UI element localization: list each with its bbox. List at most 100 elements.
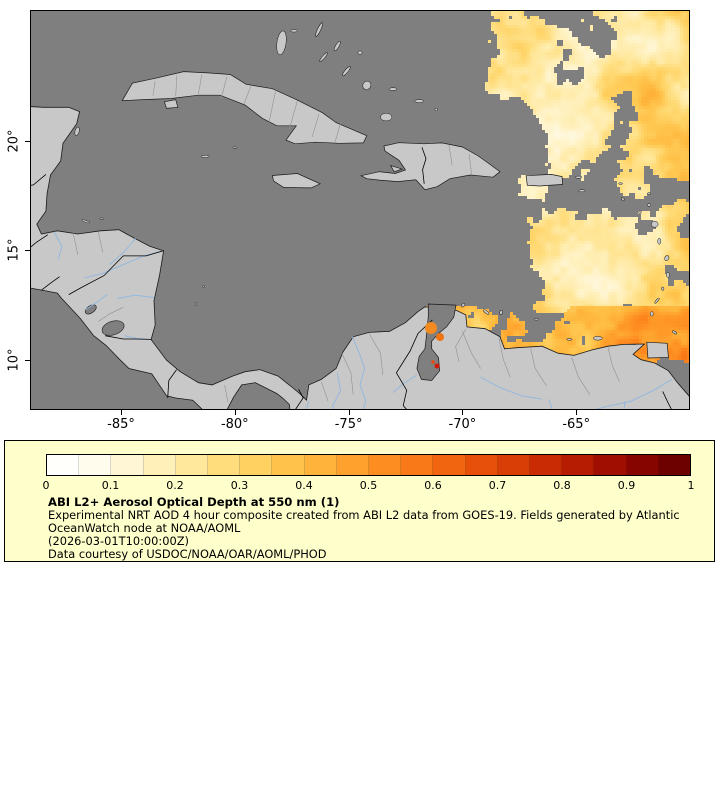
river [591,379,673,410]
colorbar-segment [336,455,370,475]
river [84,250,163,279]
islet [380,113,393,122]
map-plot-area [30,10,690,410]
admin-boundary [468,154,472,174]
islet [654,297,660,304]
islet [646,203,652,207]
admin-boundary [243,86,252,105]
country-border [294,389,304,410]
longitude-tick-label: -75° [334,417,363,432]
longitude-tick [348,410,350,415]
island [389,165,404,173]
colorbar-tick-label: 0 [42,479,50,492]
colorbar-segment [658,455,691,475]
product-description-line2: OceanWatch node at NOAA/AOML [48,520,241,535]
river [548,398,553,410]
islet [483,309,490,315]
islet [276,30,287,55]
colorbar-tick-label: 0.2 [166,479,184,492]
longitude-tick [462,410,464,415]
legend-box: ABI L2+ Aerosol Optical Depth at 550 nm … [4,440,715,562]
islet [388,87,398,91]
country-border [105,335,152,340]
admin-boundary [455,328,467,362]
islet [194,302,198,306]
islet [81,219,90,224]
land-layer [30,22,690,410]
colorbar-tick-label: 0.9 [617,479,636,492]
aod-hotspot [425,322,437,334]
colorbar-segment [208,455,241,475]
colorbar-segment [401,455,434,475]
latitude-tick-label: 20° [6,129,22,153]
islet [647,192,651,195]
colorbar-segment [433,455,466,475]
islet [362,80,372,90]
colorbar-tick-label: 0.8 [553,479,571,492]
islet [621,197,625,201]
islet [202,285,205,288]
islet [533,318,539,321]
islet [650,311,654,317]
islet [232,146,238,149]
islet [315,22,323,37]
colorbar-segment [562,455,595,475]
colorbar-tick-label: 0.4 [295,479,313,492]
islet [342,66,351,77]
lake [84,304,97,315]
admin-boundary [607,347,620,382]
island [121,71,368,145]
colorbar-segment [530,455,563,475]
mainland [30,106,690,410]
longitude-tick-label: -80° [220,417,249,432]
latitude-tick [25,141,30,143]
admin-boundary [220,76,228,99]
admin-boundary [571,357,591,395]
colorbar-tick-label: 0.5 [359,479,378,492]
colorbar-tick-label: 0.7 [488,479,507,492]
admin-boundary [368,333,384,376]
river [109,238,137,265]
colorbar-segment [175,455,209,475]
river [305,401,310,410]
colorbar-segment [111,455,144,475]
longitude-tick-label: -65° [562,417,591,432]
longitude-tick [234,410,236,415]
aod-colorbar [46,454,691,476]
river [623,401,626,410]
aod-hotspot [434,363,440,369]
admin-boundary [224,384,229,403]
country-border [421,147,427,184]
aod-hotspot [436,333,444,341]
longitude-tick [576,410,578,415]
country-border [30,174,47,186]
latitude-tick-label: 15° [6,238,22,262]
longitude-tick [121,410,123,415]
latitude-tick-label: 10° [6,348,22,372]
colorbar-segment [497,455,531,475]
island [271,173,322,189]
colorbar-segment [626,455,659,475]
admin-boundary [152,80,156,96]
islet [574,175,583,179]
islet [651,220,659,228]
islet [638,210,642,214]
admin-boundary [448,144,453,166]
country-border [41,276,60,291]
lake [101,320,125,336]
islet [578,189,586,193]
colorbar-segment [304,455,337,475]
latitude-tick [25,250,30,252]
longitude-tick-label: -70° [448,417,477,432]
islet [657,237,662,245]
islet [434,107,438,112]
islet [672,330,677,335]
data-courtesy: Data courtesy of USDOC/NOAA/OAR/AOML/PHO… [48,546,327,561]
island [525,174,563,187]
admin-boundary [321,381,329,402]
colorbar-segment [240,455,273,475]
admin-boundary [334,122,341,143]
islet [357,50,363,55]
colorbar-segment [79,455,112,475]
